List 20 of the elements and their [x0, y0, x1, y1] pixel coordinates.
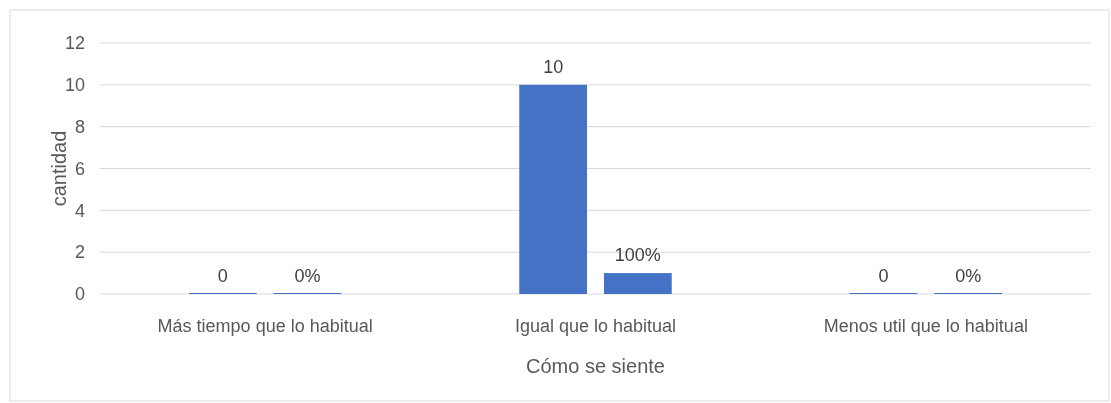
bar	[603, 273, 672, 294]
data-label: 0%	[955, 266, 982, 286]
y-tick-label: 6	[74, 158, 85, 179]
data-label: 0	[217, 266, 228, 286]
x-tick-label: Igual que lo habitual	[514, 316, 677, 336]
y-axis-title: cantidad	[48, 130, 70, 207]
x-axis-title: Cómo se siente	[526, 355, 665, 377]
x-tick-label: Más tiempo que lo habitual	[157, 316, 373, 336]
data-label: 0%	[294, 266, 321, 286]
x-tick-label: Menos util que lo habitual	[823, 316, 1028, 336]
data-label: 0	[878, 266, 889, 286]
y-tick-label: 10	[64, 75, 85, 96]
bar	[519, 84, 588, 294]
y-tick-label: 2	[74, 242, 85, 263]
data-label: 100%	[614, 245, 661, 266]
y-tick-label: 8	[74, 116, 85, 137]
y-tick-label: 4	[74, 200, 85, 221]
y-tick-label: 12	[64, 33, 85, 54]
data-label: 10	[543, 56, 564, 77]
y-tick-label: 0	[74, 284, 85, 305]
